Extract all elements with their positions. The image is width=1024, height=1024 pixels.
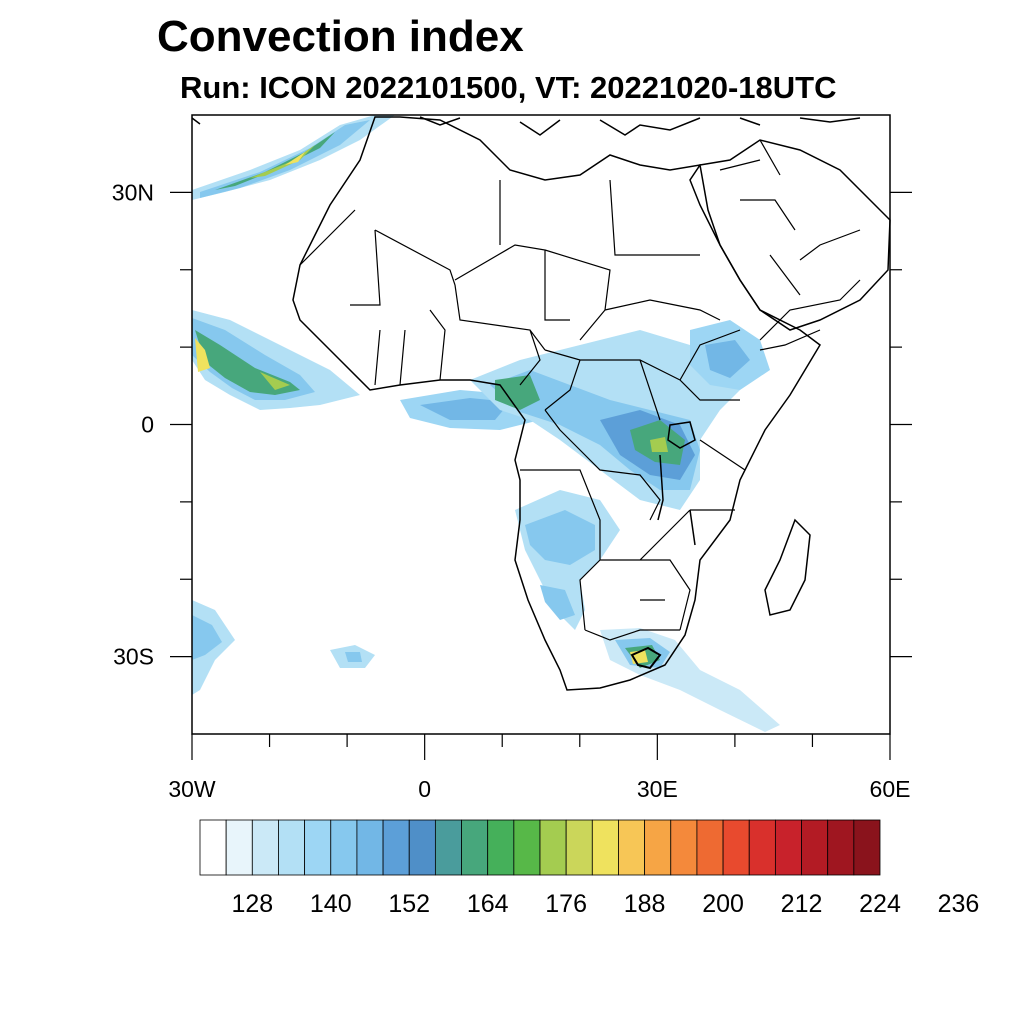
coastline-africa	[292, 116, 821, 691]
colorbar-swatch	[853, 819, 881, 876]
y-tick-label: 0	[141, 412, 154, 438]
colorbar-swatch	[487, 819, 515, 876]
colorbar-swatch	[539, 819, 567, 876]
country-borders	[299, 139, 861, 641]
map-axes: 30W 0 30E 60E 30N 0 30S	[112, 179, 912, 802]
lesotho	[630, 646, 662, 670]
x-tick-label: 60E	[870, 776, 911, 802]
colorbar-swatch	[644, 819, 672, 876]
coastline-europe	[191, 116, 861, 136]
colorbar-swatch	[278, 819, 306, 876]
lake-victoria	[667, 421, 696, 449]
colorbar-swatch	[827, 819, 855, 876]
convection-field-southern-africa	[515, 490, 620, 630]
colorbar-swatch	[251, 819, 279, 876]
colorbar-tick-label: 188	[624, 890, 666, 918]
colorbar-swatch	[565, 819, 593, 876]
colorbar-swatch	[304, 819, 332, 876]
x-tick-label: 0	[418, 776, 431, 802]
colorbar-tick-label: 176	[545, 890, 587, 918]
colorbar-swatch	[618, 819, 646, 876]
colorbar-swatch	[722, 819, 750, 876]
colorbar-swatch	[513, 819, 541, 876]
colorbar-swatch	[199, 819, 227, 876]
convection-field-south-africa	[600, 628, 780, 732]
colorbar: 128 140 152 164 176 188 200 212 224 236	[199, 819, 980, 918]
coastline-arabia	[699, 139, 891, 331]
lake-malawi	[689, 509, 696, 546]
convection-field-east-africa	[690, 320, 770, 390]
colorbar-tick-label: 224	[859, 890, 901, 918]
colorbar-swatch	[408, 819, 436, 876]
colorbar-swatch	[461, 819, 489, 876]
plot-title: Convection index	[157, 12, 524, 61]
plot-subtitle: Run: ICON 2022101500, VT: 20221020-18UTC	[180, 70, 837, 105]
convection-field-south-atlantic	[192, 600, 375, 695]
colorbar-swatch	[225, 819, 253, 876]
colorbar-swatch	[382, 819, 410, 876]
convection-field-atlantic-north	[192, 115, 395, 200]
y-tick-label: 30S	[113, 644, 154, 670]
colorbar-tick-label: 212	[781, 890, 823, 918]
lake-tanganyika	[657, 454, 664, 521]
colorbar-swatch	[591, 819, 619, 876]
colorbar-swatch	[670, 819, 698, 876]
colorbar-tick-label: 200	[702, 890, 744, 918]
colorbar-swatch	[774, 819, 802, 876]
colorbar-swatch	[356, 819, 384, 876]
convection-field-atlantic-west	[192, 310, 360, 410]
convection-field-central-africa	[470, 330, 740, 510]
colorbar-swatch	[696, 819, 724, 876]
y-tick-label: 30N	[112, 179, 154, 205]
colorbar-swatch	[801, 819, 829, 876]
coastline-madagascar	[764, 518, 811, 616]
colorbar-swatch	[748, 819, 776, 876]
colorbar-tick-label: 236	[938, 890, 980, 918]
colorbar-tick-label: 164	[467, 890, 509, 918]
convection-field-layer	[192, 115, 780, 732]
colorbar-tick-label: 140	[310, 890, 352, 918]
colorbar-swatch	[434, 819, 462, 876]
colorbar-tick-label: 128	[231, 890, 273, 918]
colorbar-swatch	[330, 819, 358, 876]
coastline-layer	[191, 116, 891, 691]
x-tick-label: 30W	[168, 776, 216, 802]
colorbar-tick-label: 152	[388, 890, 430, 918]
x-tick-label: 30E	[637, 776, 678, 802]
